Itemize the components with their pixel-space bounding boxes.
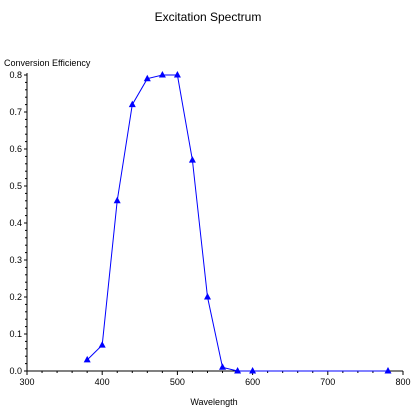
data-point [219, 363, 226, 370]
data-point [113, 196, 121, 204]
data-point [98, 341, 106, 348]
y-tick-label: 0.7 [9, 107, 22, 117]
y-axis-label: Conversion Efficiency [4, 58, 91, 68]
y-tick-label: 0.2 [9, 292, 22, 302]
data-point [249, 367, 257, 374]
x-tick-label: 500 [170, 377, 185, 387]
data-point [188, 156, 196, 163]
x-axis-label: Wavelength [190, 397, 237, 407]
data-point [83, 355, 91, 363]
data-point [143, 74, 151, 82]
x-tick-label: 600 [245, 377, 260, 387]
x-tick-label: 700 [320, 377, 335, 387]
y-tick-label: 0.1 [9, 329, 22, 339]
axes [26, 73, 403, 372]
data-point [204, 293, 211, 300]
x-axis-ticks: 300 400 500 600 700 800 [19, 371, 411, 387]
y-tick-label: 0.0 [9, 366, 22, 376]
data-point [158, 71, 166, 78]
data-point [234, 367, 242, 374]
series-layer [83, 71, 392, 374]
x-tick-label: 800 [395, 377, 410, 387]
y-tick-label: 0.5 [9, 181, 22, 191]
chart-title: Excitation Spectrum [155, 10, 262, 24]
y-tick-label: 0.3 [9, 255, 22, 265]
series-line [86, 74, 388, 372]
data-point [384, 367, 392, 374]
x-tick-label: 400 [95, 377, 110, 387]
y-tick-label: 0.6 [9, 144, 22, 154]
x-tick-label: 300 [19, 377, 34, 387]
data-point [173, 71, 181, 78]
y-tick-label: 0.8 [9, 70, 22, 80]
data-point [128, 100, 136, 108]
y-axis-ticks: 0.0 0.1 0.2 0.3 0.4 0.5 0.6 0.7 0.8 [9, 70, 27, 376]
y-tick-label: 0.4 [9, 218, 22, 228]
